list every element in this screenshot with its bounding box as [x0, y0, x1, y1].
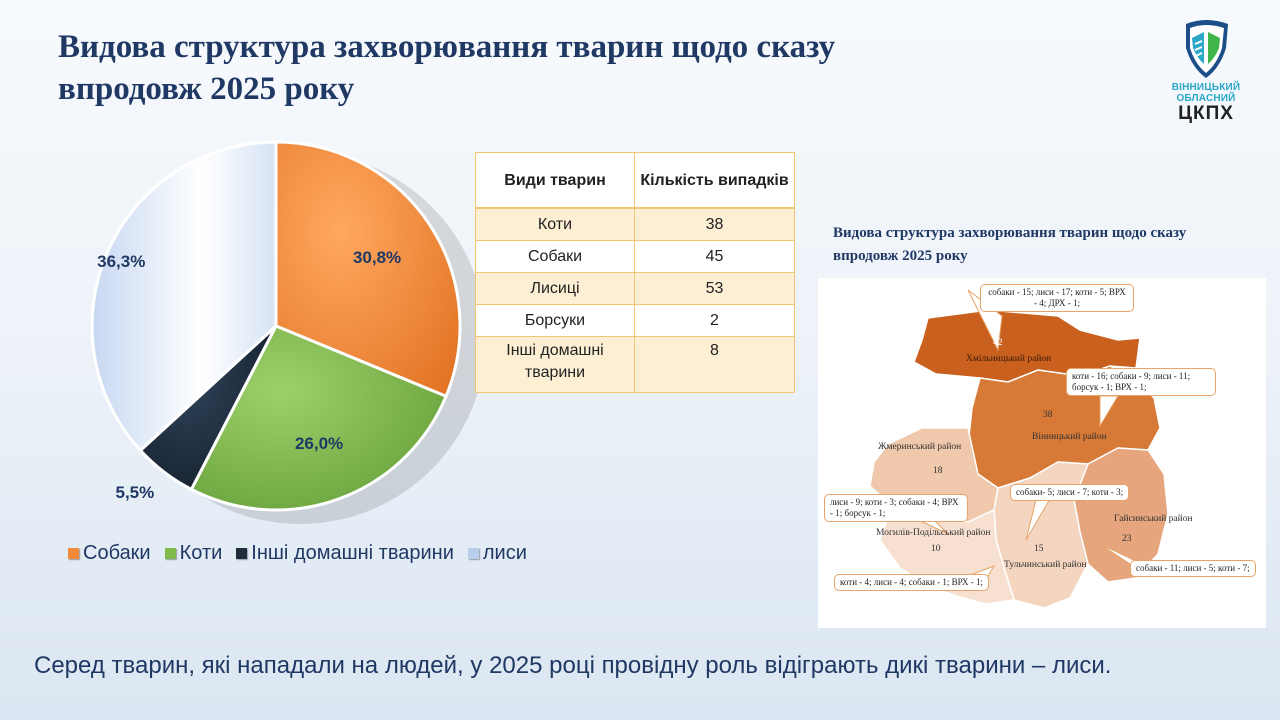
legend-item-other-pets: Інші домашні тварини — [236, 542, 454, 565]
region-name-mohyliv-podilskyi: Могилів-Подільський район — [876, 528, 991, 538]
logo: ВІННИЦЬКИЙ ОБЛАСНИЙ ЦКПХ — [1160, 18, 1252, 124]
header-case-count: Кількість випадків — [634, 152, 795, 209]
pie-label-dogs: 30,8% — [352, 248, 402, 268]
legend-label-other-pets: Інші домашні тварини — [251, 541, 454, 564]
cases-table: Види тварин Кількість випадків Коти 38 С… — [475, 152, 795, 393]
callout-mohyliv-podilskyi: коти - 4; лиси - 4; собаки - 1; ВРХ - 1; — [834, 574, 990, 591]
footer-conclusion: Серед тварин, які нападали на людей, у 2… — [34, 652, 1112, 679]
map-title: Видова структура захворювання тварин щод… — [833, 225, 1187, 264]
region-count-tulchynskyi: 15 — [1034, 544, 1044, 554]
pie-label-other-pets: 5,5% — [115, 482, 155, 502]
logo-line-1: ВІННИЦЬКИЙ — [1171, 82, 1241, 93]
pie-slice-dogs — [274, 140, 462, 399]
legend-item-foxes: лиси — [467, 541, 527, 565]
legend-swatch-cats — [164, 547, 176, 559]
region-count-zhmerynskyi: 18 — [933, 466, 943, 476]
pie-label-foxes: 36,3% — [97, 252, 146, 272]
shield-logo-icon — [1186, 20, 1228, 78]
legend-label-cats: Коти — [179, 541, 223, 564]
table-row: Лисиці 53 — [475, 272, 795, 305]
callout-khmilnytskyi: собаки - 15; лиси - 17; коти - 5; ВРХ - … — [980, 284, 1134, 312]
region-count-mohyliv-podilskyi: 10 — [931, 544, 941, 554]
cell-animal: Інші домашні тварини — [475, 336, 635, 393]
region-name-khmilnytskyi: Хмільницький район — [966, 354, 1052, 364]
callout-zhmerynskyi: лиси - 9; коти - 3; собаки - 4; ВРХ - 1;… — [824, 494, 968, 522]
cell-animal: Борсуки — [475, 304, 635, 337]
header-animal-type: Види тварин — [475, 152, 635, 209]
cell-count: 8 — [634, 336, 795, 393]
table-row: Борсуки 2 — [475, 304, 795, 337]
pie-chart: 30,8% 26,0% 5,5% 36,3% — [90, 130, 490, 530]
legend-item-dogs: Собаки — [68, 542, 151, 565]
pie-slice-cats — [189, 324, 449, 512]
cell-animal: Коти — [475, 207, 635, 241]
callout-tulchynskyi: собаки- 5; лиси - 7; коти - 3; — [1010, 484, 1130, 501]
pie-slice-foxes — [90, 140, 278, 453]
legend-swatch-dogs — [68, 547, 79, 559]
table-row: Собаки 45 — [475, 240, 795, 273]
region-map: 42 Хмільницький район 38 Вінницький райо… — [818, 278, 1266, 628]
legend-item-cats: Коти — [164, 541, 223, 565]
cell-count: 53 — [634, 272, 795, 305]
table-row: Інші домашні тварини 8 — [475, 336, 795, 393]
pie-chart-svg — [90, 140, 486, 524]
region-name-zhmerynskyi: Жмеринський район — [878, 442, 962, 452]
region-name-tulchynskyi: Тульчинський район — [1004, 560, 1087, 570]
table-header-row: Види тварин Кількість випадків — [475, 152, 795, 209]
legend-swatch-foxes — [467, 547, 479, 559]
logo-line-2: ОБЛАСНИЙ — [1176, 93, 1236, 104]
cell-count: 45 — [634, 240, 795, 273]
legend-swatch-other-pets — [236, 547, 248, 559]
region-count-khmilnytskyi: 42 — [993, 338, 1003, 348]
callout-vinnytskyi: коти - 16; собаки - 9; лиси - 11; борсук… — [1066, 368, 1216, 396]
table-row: Коти 38 — [475, 207, 795, 241]
chart-legend: Собаки Коти Інші домашні тварини лиси — [68, 538, 527, 568]
legend-label-foxes: лиси — [482, 541, 527, 564]
callout-haisynskyi: собаки - 11; лиси - 5; коти - 7; — [1130, 560, 1256, 577]
cell-animal: Собаки — [475, 240, 635, 273]
pie-label-cats: 26,0% — [294, 433, 344, 453]
logo-line-3: ЦКПХ — [1178, 103, 1234, 124]
region-name-vinnytskyi: Вінницький район — [1032, 432, 1107, 442]
page-title: Видова структура захворювання тварин щод… — [58, 29, 836, 107]
cell-count: 38 — [634, 207, 795, 241]
region-count-vinnytskyi: 38 — [1043, 410, 1053, 420]
legend-label-dogs: Собаки — [83, 541, 151, 564]
region-name-haisynskyi: Гайсинський район — [1114, 514, 1193, 524]
cell-count: 2 — [634, 304, 795, 337]
cell-animal: Лисиці — [475, 272, 635, 305]
region-count-haisynskyi: 23 — [1122, 534, 1132, 544]
